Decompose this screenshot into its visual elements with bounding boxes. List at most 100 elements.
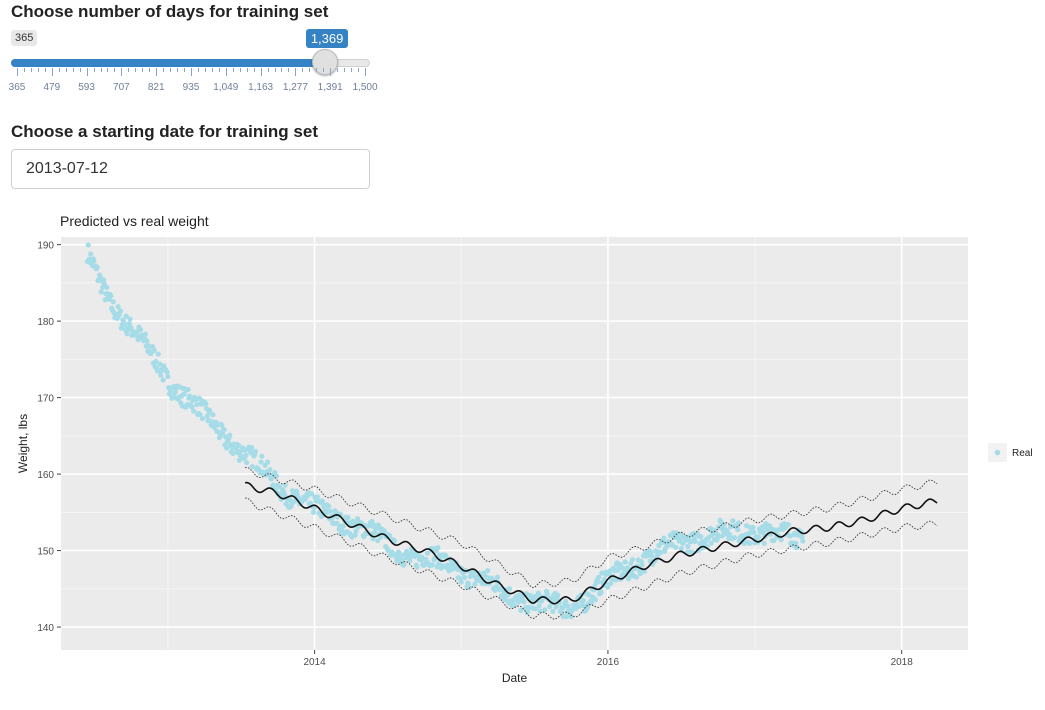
slider-tick [274,68,276,72]
slider-tick [93,68,95,72]
real-weight-point [186,393,193,399]
slider-tick [330,68,332,76]
real-weight-point [98,289,104,295]
real-weight-point [104,284,110,290]
real-weight-point [771,537,777,544]
real-weight-point [155,351,161,357]
legend-label-real: Real [1012,448,1033,459]
real-weight-point [117,308,124,314]
real-weight-point [793,540,799,546]
slider-tick [51,68,53,76]
real-weight-point [375,538,381,544]
real-weight-point [189,404,195,410]
slider-tick [302,68,304,72]
real-weight-point [194,401,200,408]
y-axis-label: Weight, lbs [16,414,30,473]
real-weight-point [608,580,614,587]
real-weight-point [673,544,679,550]
real-weight-point [414,564,420,570]
slider-tick [267,68,269,72]
real-weight-point [207,407,213,413]
real-weight-point [102,297,108,303]
slider-tick [184,68,186,72]
real-weight-point [680,540,686,547]
real-weight-point [553,604,559,610]
real-weight-point [526,604,532,610]
x-tick-label: 2016 [597,657,620,668]
real-weight-point [127,316,133,322]
real-weight-point [787,533,793,539]
slider-tick [260,68,262,76]
y-tick-label: 150 [37,547,54,558]
slider-tick [79,68,81,72]
real-weight-point [800,538,806,544]
real-weight-point [391,538,398,544]
real-weight-point [126,320,132,327]
real-weight-point [685,543,691,550]
slider-tick [225,68,227,76]
predicted-weight-line [244,481,938,605]
real-weight-point [268,476,275,482]
slider-tick [37,68,39,72]
real-weight-point [309,491,315,497]
real-weight-point [568,613,574,620]
real-weight-point [532,606,538,612]
real-weight-point [633,574,640,580]
slider-tick [177,68,179,72]
real-weight-point [327,508,333,514]
x-tick-label: 2014 [303,657,326,668]
real-weight-point [123,313,129,319]
real-weight-point [164,369,170,375]
real-weight-point [371,529,378,536]
slider-tick [163,68,165,72]
real-weight-point [714,537,720,543]
real-weight-point [282,482,288,488]
real-weight-point [708,540,714,546]
slider-tick [239,68,241,72]
real-weight-point [429,562,435,568]
days-slider[interactable]: 365 1,369 365 479 593 707 821 935 1,049 1,163 1,… [9,28,378,100]
slider-tick [288,68,290,72]
real-weight-point [461,574,468,581]
real-weight-point [625,565,631,571]
slider-tick [107,68,109,72]
real-weight-point [444,562,451,568]
slider-tick [72,68,74,72]
real-weight-point [761,540,767,546]
real-weight-point [345,514,351,521]
real-weight-point [385,547,391,554]
real-weight-point [401,562,407,568]
real-weight-point [563,613,570,620]
real-weight-point [547,604,553,610]
real-weight-point [137,327,144,333]
real-weight-point [649,553,655,559]
legend-marker [994,449,1001,456]
real-weight-point [94,264,100,270]
slider-tick-label: 707 [113,82,130,93]
slider-tick [365,68,366,76]
real-weight-point [185,386,191,393]
real-weight-point [398,552,404,558]
real-weight-point [151,347,157,354]
start-date-input[interactable] [11,149,370,189]
real-weight-point [751,529,757,535]
real-weight-point [760,524,766,530]
real-weight-point [542,607,548,613]
slider-handle[interactable] [311,49,338,75]
slider-fill [11,59,325,67]
slider-tick-label: 821 [147,82,165,93]
prediction-interval-line [245,466,938,589]
slider-tick [191,68,192,76]
slider-tick [358,68,360,72]
real-weight-point [387,533,393,539]
slider-tick [156,68,158,76]
slider-tick-label: 593 [78,82,95,93]
slider-tick [232,68,234,72]
real-weight-point [314,494,320,500]
slider-tick [86,68,88,76]
slider-tick [246,68,248,72]
real-weight-point [88,251,94,257]
weight-chart: 140 150 160 170 180 190 2014 2016 2018 Predicted … [16,213,1033,685]
real-weight-point [727,531,733,538]
real-weight-point [369,518,375,524]
